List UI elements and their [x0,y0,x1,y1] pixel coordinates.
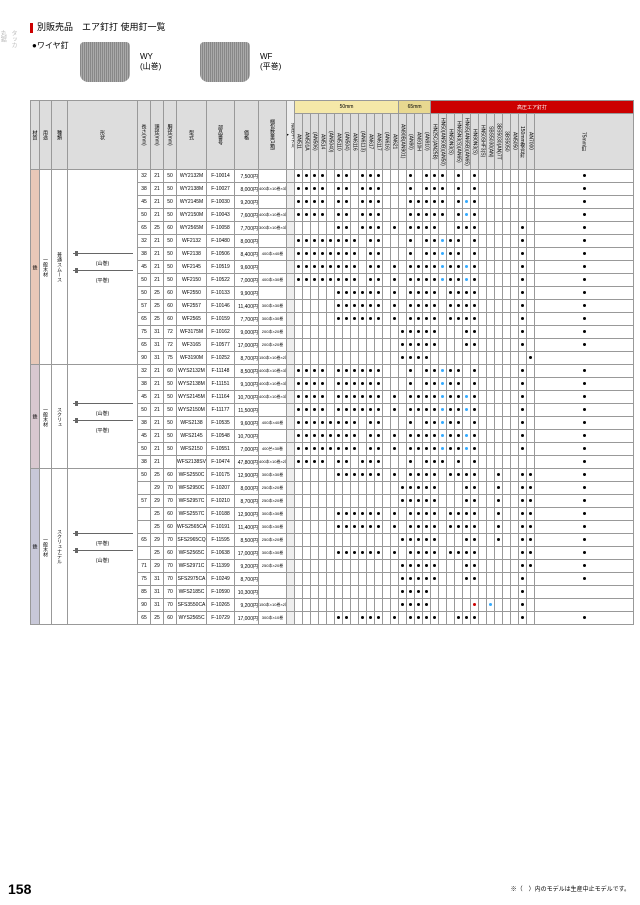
model-header: HN50N3(S) [447,114,455,170]
model-header: AN6116 [351,114,359,170]
model-header: AN5110 [335,114,343,170]
model-header: HN65(AN65B)(AN65) [463,114,471,170]
kind: 普通スムース [52,170,68,365]
side-nav: タッカ丸鋸金切鋸綴付け防湿締付け曲げ研削研磨集じん充電式フロアレーザーグラインダ… [4,30,18,66]
model-header: (AN504) [343,114,351,170]
model-header: (AN910) [423,114,431,170]
model-group: 高圧エア釘打 [431,101,634,114]
use: 一般木材 [40,170,52,365]
model-group: 65mm [399,101,431,114]
model-header: HN65N3(S)(AN65) [455,114,463,170]
page-title: 別販売品 エア釘打 使用釘一覧 [30,20,166,33]
model-header: AN621 [391,114,399,170]
subtitle: ●ワイヤ釘 [32,40,69,51]
col-header: 型式 [177,101,207,170]
model-header: AN514 [319,114,327,170]
product-image-wy: WY(山巻) [80,42,161,82]
model-header: 150mm複合釘 [519,114,527,170]
model-header: AN617 [367,114,375,170]
model-header: AN7000 [527,114,535,170]
col-header: 長さ(mm) [138,101,151,170]
model-header: HN90N3(S) [471,114,479,170]
model-header: AN90B(AN901) [399,114,407,170]
footnote: ※（ ）内のモデルは生産中止モデルです。 [511,884,630,893]
model-header: AN5050 [511,114,519,170]
use: 一般木材 [40,365,52,469]
model-header: HN50SHF3(S) [479,114,487,170]
model-group: 50mm [295,101,399,114]
model-header: (AN6113) [359,114,367,170]
spec-table: 材質用途種類形状長さ(mm)頭径(mm)胴径(mm)型式部品番号価格梱包数量(1… [30,100,634,625]
model-header: (AN5040) [327,114,335,170]
model-header: AN511 [295,114,303,170]
spec-table-container: 材質用途種類形状長さ(mm)頭径(mm)胴径(mm)型式部品番号価格梱包数量(1… [30,100,634,625]
model-header: (AN616) [383,114,391,170]
col-header: 胴径(mm) [164,101,177,170]
use: 一般木材 [40,469,52,625]
model-header: HN25C(AN25B) [431,114,439,170]
col-header: 頭径(mm) [151,101,164,170]
kind: スクリュナデル [52,469,68,625]
model-header: 3BS5030(AN)7T [495,114,503,170]
table-row: 鉄一般木材普通スムース(山巻)(平巻)322150WY2132MF-100147… [31,170,634,183]
col-header: 価格 [235,101,259,170]
shape: (山巻)(平巻) [68,365,138,469]
model-header: 3BS5050 [503,114,511,170]
shape: (平巻)(山巻) [68,469,138,625]
col-header: 材質 [31,101,40,170]
model-header: (AN90) [407,114,415,170]
col-header: 用途 [40,101,52,170]
material: 鉄 [31,469,40,625]
material: 鉄 [31,365,40,469]
table-row: 鉄一般木材スクリュナデル(平巻)(山巻)502560WFS2550CF-1017… [31,469,634,482]
material: 鉄 [31,170,40,365]
model-group-label: 適用モデル▶ [287,101,295,170]
model-header: AN6117 [375,114,383,170]
model-header: 75mm釘 [535,114,634,170]
col-header: 形状 [68,101,138,170]
col-header: 種類 [52,101,68,170]
page-number: 158 [8,881,31,897]
model-header: AN501A [303,114,311,170]
model-header: AN910H [415,114,423,170]
kind: スクリュ [52,365,68,469]
model-header: SBS5030(AN) [487,114,495,170]
col-header: 梱包数量(1箱) [259,101,287,170]
model-header: (AN506) [311,114,319,170]
model-header: HN50(AN50B)(AN50) [439,114,447,170]
col-header: 部品番号 [207,101,235,170]
shape: (山巻)(平巻) [68,170,138,365]
table-row: 鉄一般木材スクリュ(山巻)(平巻)322160WYS2132MF-111488,… [31,365,634,378]
product-image-wf: WF(平巻) [200,42,281,82]
